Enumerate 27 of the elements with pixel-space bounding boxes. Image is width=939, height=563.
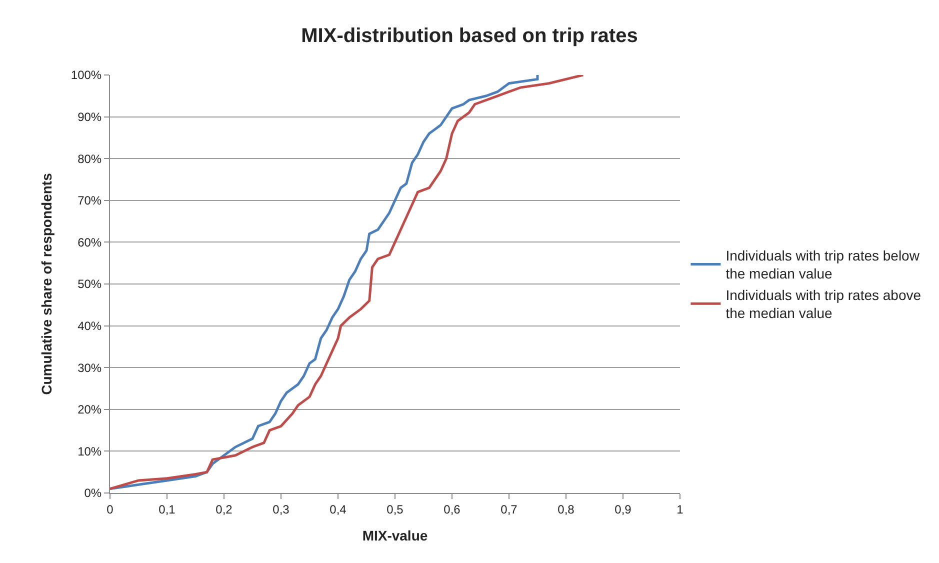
x-tick-label: 0,1 (158, 502, 176, 516)
x-tick-label: 0,4 (330, 502, 347, 516)
y-tick-label: 0% (84, 486, 102, 500)
y-tick-label: 70% (78, 194, 102, 208)
x-tick-label: 0,7 (500, 502, 518, 516)
x-tick-label: 0,8 (558, 502, 575, 516)
chart-title: MIX-distribution based on trip rates (301, 25, 638, 48)
x-tick-label: 0,6 (444, 502, 461, 516)
y-axis-title: Cumulative share of respondents (38, 172, 54, 395)
y-tick-label: 90% (78, 110, 102, 124)
x-tick-label: 0,9 (614, 502, 632, 516)
y-tick-label: 100% (70, 68, 102, 82)
y-tick-label: 80% (78, 152, 102, 166)
y-tick-label: 10% (78, 444, 102, 458)
y-tick-label: 50% (78, 277, 102, 292)
x-tick-label: 1 (676, 502, 684, 516)
legend-label: Individuals with trip rates above the median value (726, 286, 922, 322)
x-tick-label: 0,3 (272, 502, 290, 516)
x-axis-title: MIX-value (362, 528, 428, 544)
y-tick-label: 30% (78, 360, 102, 375)
x-tick-label: 0 (106, 502, 114, 516)
y-tick-label: 20% (78, 402, 102, 417)
y-tick-label: 40% (78, 319, 102, 333)
legend-label: Individuals with trip rates below the median value (726, 248, 920, 282)
x-tick-label: 0,2 (216, 502, 233, 516)
y-tick-label: 60% (78, 235, 102, 250)
x-tick-label: 0,5 (386, 502, 404, 516)
